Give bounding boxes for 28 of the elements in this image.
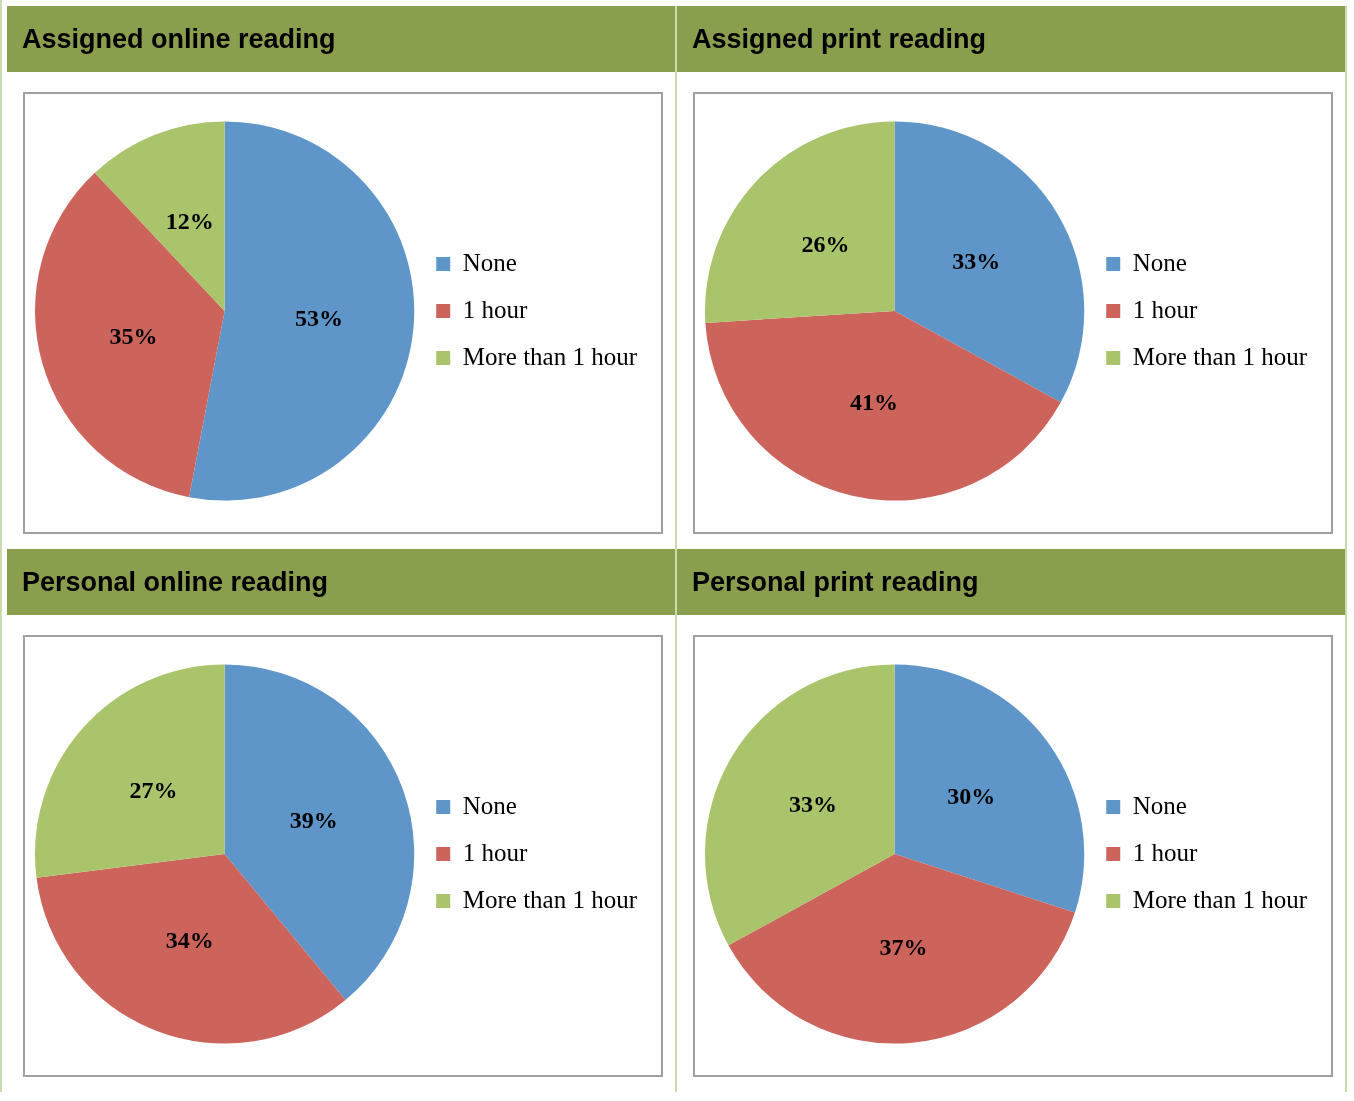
legend-label: 1 hour bbox=[462, 838, 528, 866]
legend-label: None bbox=[462, 791, 517, 819]
data-label: 26% bbox=[801, 231, 850, 258]
legend-label: 1 hour bbox=[462, 295, 528, 323]
data-label: 41% bbox=[849, 388, 898, 415]
data-label: 39% bbox=[289, 807, 338, 834]
legend-label: More than 1 hour bbox=[462, 885, 638, 913]
chart-title: Assigned online reading bbox=[7, 6, 675, 72]
chart-title: Personal print reading bbox=[677, 549, 1345, 615]
data-label: 33% bbox=[952, 247, 1001, 274]
legend-label: 1 hour bbox=[1132, 838, 1198, 866]
legend-label: 1 hour bbox=[1132, 295, 1198, 323]
data-label: 33% bbox=[789, 790, 838, 817]
data-label: 35% bbox=[109, 322, 158, 349]
legend-label: None bbox=[1132, 791, 1187, 819]
legend-label: More than 1 hour bbox=[1132, 885, 1308, 913]
legend-label: More than 1 hour bbox=[462, 342, 638, 370]
legend-label: None bbox=[1132, 248, 1187, 276]
chart-title: Assigned print reading bbox=[677, 6, 1345, 72]
legend-label: More than 1 hour bbox=[1132, 342, 1308, 370]
data-label: 34% bbox=[165, 927, 214, 954]
chart-title: Personal online reading bbox=[7, 549, 675, 615]
data-label: 12% bbox=[165, 208, 214, 235]
data-label: 53% bbox=[295, 305, 343, 332]
legend-label: None bbox=[462, 248, 517, 276]
data-label: 30% bbox=[947, 783, 996, 810]
data-label: 27% bbox=[129, 776, 178, 803]
data-label: 37% bbox=[879, 933, 928, 960]
